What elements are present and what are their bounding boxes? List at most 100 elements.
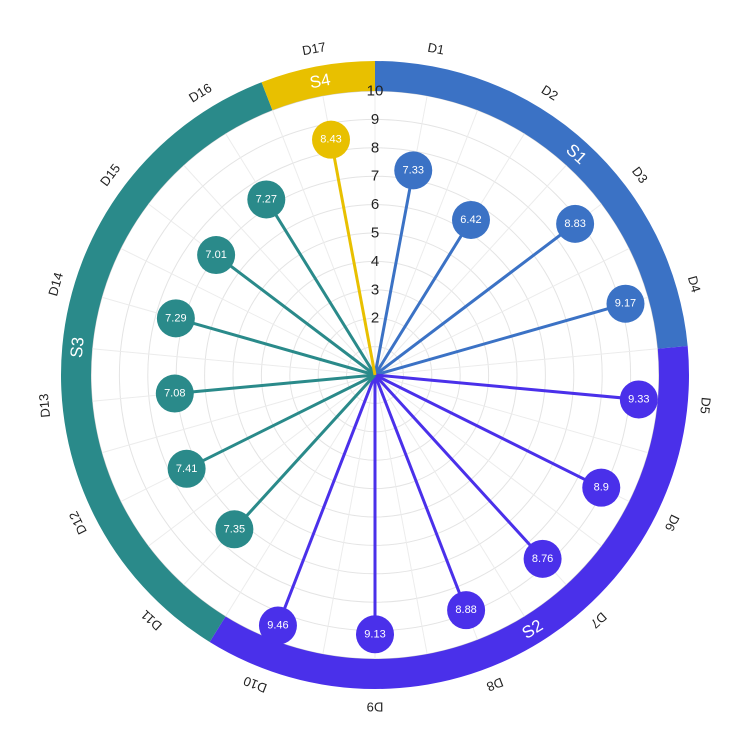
dot-d5 [619, 380, 658, 419]
grid-spoke [374, 164, 567, 376]
r-tick-label: 7 [371, 168, 379, 185]
grid-spoke [92, 348, 376, 376]
dot-d12 [167, 449, 206, 488]
grid-spoke [374, 109, 479, 376]
value-label-d11: 7.35 [224, 523, 245, 535]
dimension-label-d11: D11 [138, 607, 165, 634]
value-label-d16: 7.27 [256, 193, 277, 205]
r-tick-label: 6 [371, 196, 379, 213]
dot-d10 [258, 606, 297, 645]
r-tick-label: 9 [371, 111, 379, 128]
dimension-label-d13: D13 [36, 393, 53, 418]
dimension-label-d14: D14 [45, 271, 66, 298]
r-tick-label: 2 [371, 310, 379, 327]
value-label-d17: 8.43 [320, 134, 341, 146]
dot-d3 [556, 204, 595, 243]
stem-d12 [185, 373, 376, 471]
value-label-d3: 8.83 [564, 218, 585, 230]
stem-d1 [373, 170, 415, 376]
stem-d10 [276, 374, 377, 627]
radial-tick-labels: 2 3 4 5 6 7 8 9 10 [367, 83, 384, 327]
value-label-d5: 9.33 [628, 393, 649, 405]
value-label-d7: 8.76 [532, 553, 553, 565]
group-arc-s2 [209, 346, 689, 690]
stem-d6 [374, 373, 602, 490]
stem-d4 [374, 302, 626, 377]
value-label-d9: 9.13 [364, 628, 385, 640]
dot-d14 [156, 299, 195, 338]
dimension-label-d5: D5 [697, 397, 713, 415]
value-label-d8: 8.88 [455, 604, 476, 616]
dimension-labels: D1 D2 D3 D4 D5 D6 D7 D8 D9 D10 D11 D12 D13 D14 D15 D16 D… [36, 39, 714, 714]
stem-d17 [329, 139, 377, 376]
grid-spoke [183, 164, 376, 376]
value-label-d1: 7.33 [403, 164, 424, 176]
dot-d4 [606, 284, 645, 323]
dimension-label-d10: D10 [241, 673, 269, 696]
grid-spoke [120, 247, 376, 376]
grid-spoke [322, 374, 376, 655]
dot-d8 [447, 591, 486, 630]
dimension-label-d1: D1 [426, 40, 445, 58]
dot-d15 [197, 236, 236, 275]
value-label-d2: 6.42 [460, 214, 481, 226]
dot-d2 [451, 200, 490, 239]
dots-layer: 7.33 6.42 8.83 9.17 9.33 8.9 8.76 8.88 9.13 9.46 7… [155, 120, 658, 654]
grid-spoke [374, 348, 658, 376]
stem-d3 [374, 222, 577, 377]
group-arc-s4 [261, 61, 375, 111]
dimension-label-d3: D3 [629, 164, 651, 186]
value-label-d12: 7.41 [176, 463, 197, 475]
dot-d9 [356, 615, 394, 654]
stem-d15 [215, 253, 376, 377]
stems-layer [174, 139, 639, 635]
grid-spoke [374, 374, 428, 655]
dimension-label-d2: D2 [539, 82, 561, 104]
stem-d7 [373, 373, 544, 560]
r-tick-label: 8 [371, 139, 379, 156]
stem-d11 [233, 373, 377, 531]
value-label-d15: 7.01 [205, 249, 226, 261]
dot-d6 [582, 468, 621, 507]
group-arc-s1 [375, 61, 688, 349]
value-label-d4: 9.17 [615, 298, 636, 310]
dimension-label-d9: D9 [367, 700, 384, 715]
dimension-label-d15: D15 [97, 161, 123, 189]
dimension-label-d4: D4 [685, 274, 704, 294]
dot-d7 [523, 539, 562, 578]
stem-d16 [265, 198, 377, 376]
group-arc-s3 [60, 82, 273, 642]
stem-d2 [373, 219, 473, 376]
dimension-label-d12: D12 [66, 509, 90, 537]
r-tick-label: 5 [371, 225, 379, 242]
group-label-s3: S3 [67, 336, 88, 358]
grid-spoke [148, 374, 376, 547]
dimension-label-d16: D16 [186, 80, 214, 105]
value-label-d14: 7.29 [165, 312, 186, 324]
value-label-d6: 8.9 [594, 482, 609, 494]
value-label-d10: 9.46 [267, 620, 288, 632]
grid-spoke [374, 247, 630, 376]
dimension-label-d7: D7 [587, 609, 609, 631]
grid-spoke [374, 374, 649, 454]
r-tick-label: 10 [367, 83, 384, 100]
dimension-label-d8: D8 [484, 675, 505, 695]
r-tick-label: 4 [371, 253, 379, 270]
stem-d5 [374, 373, 639, 401]
grid-spoke [101, 374, 376, 454]
dot-d13 [155, 374, 194, 413]
dot-d11 [215, 510, 254, 549]
dot-d1 [394, 151, 433, 190]
grid-spoke [374, 374, 525, 617]
dimension-label-d17: D17 [301, 39, 327, 58]
grid-spoke [225, 374, 376, 617]
value-label-d13: 7.08 [164, 388, 185, 400]
stem-d14 [175, 316, 376, 377]
grid-spoke [374, 374, 602, 547]
dot-d16 [247, 180, 286, 219]
grid-spoke [271, 109, 376, 376]
stem-d13 [174, 373, 376, 396]
